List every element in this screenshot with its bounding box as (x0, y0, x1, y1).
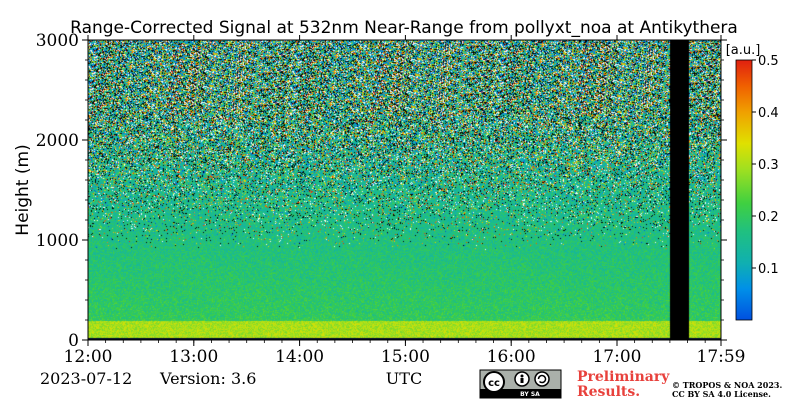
preliminary-label-line2: Results. (577, 384, 640, 400)
cc-icon (483, 371, 505, 393)
y-tick-label: 2000 (36, 131, 79, 151)
preliminary-label-line1: Preliminary (577, 369, 670, 385)
y-axis-label: Height (m) (13, 144, 33, 235)
colorbar-unit: [a.u.] (726, 43, 761, 58)
x-tick-label: 17:00 (592, 347, 641, 367)
y-tick-label: 3000 (36, 31, 79, 51)
sa-icon (534, 371, 550, 387)
x-tick-label: 15:00 (381, 347, 430, 367)
plot-frame (87, 39, 722, 341)
x-tick-label: 17:59 (697, 347, 746, 367)
colorbar (735, 59, 753, 321)
colorbar-tick-label: 0.2 (758, 210, 779, 225)
x-axis-label: UTC (386, 369, 422, 388)
colorbar-tick-label: 0.5 (758, 54, 779, 69)
chart-title: Range-Corrected Signal at 532nm Near-Ran… (70, 18, 738, 38)
y-tick-label: 1000 (36, 231, 79, 251)
colorbar-ticks: 0.1 0.2 0.3 0.4 0.5 (752, 54, 779, 277)
heatmap-plot (88, 40, 721, 340)
copyright-line1: © TROPOS & NOA 2023. (672, 380, 782, 390)
copyright-line2: CC BY SA 4.0 License. (672, 389, 771, 399)
x-tick-label: 14:00 (275, 347, 324, 367)
colorbar-tick-label: 0.3 (758, 158, 779, 173)
x-tick-label: 12:00 (64, 347, 113, 367)
x-tick-label: 13:00 (169, 347, 218, 367)
x-axis: 12:00 13:00 14:00 15:00 16:00 17:00 17:59 (64, 35, 746, 367)
cc-license-badge: cc BY SA (479, 369, 562, 399)
version-label: Version: 3.6 (159, 369, 256, 388)
cc-badge-text: BY SA (520, 391, 540, 398)
x-tick-label: 16:00 (487, 347, 536, 367)
svg-text:cc: cc (488, 378, 500, 389)
date-label: 2023-07-12 (40, 369, 132, 388)
y-axis: 0 1000 2000 3000 (36, 31, 727, 351)
colorbar-tick-label: 0.1 (758, 262, 779, 277)
heatmap-image (88, 40, 721, 340)
colorbar-tick-label: 0.4 (758, 106, 779, 121)
y-tick-label: 0 (68, 331, 79, 351)
